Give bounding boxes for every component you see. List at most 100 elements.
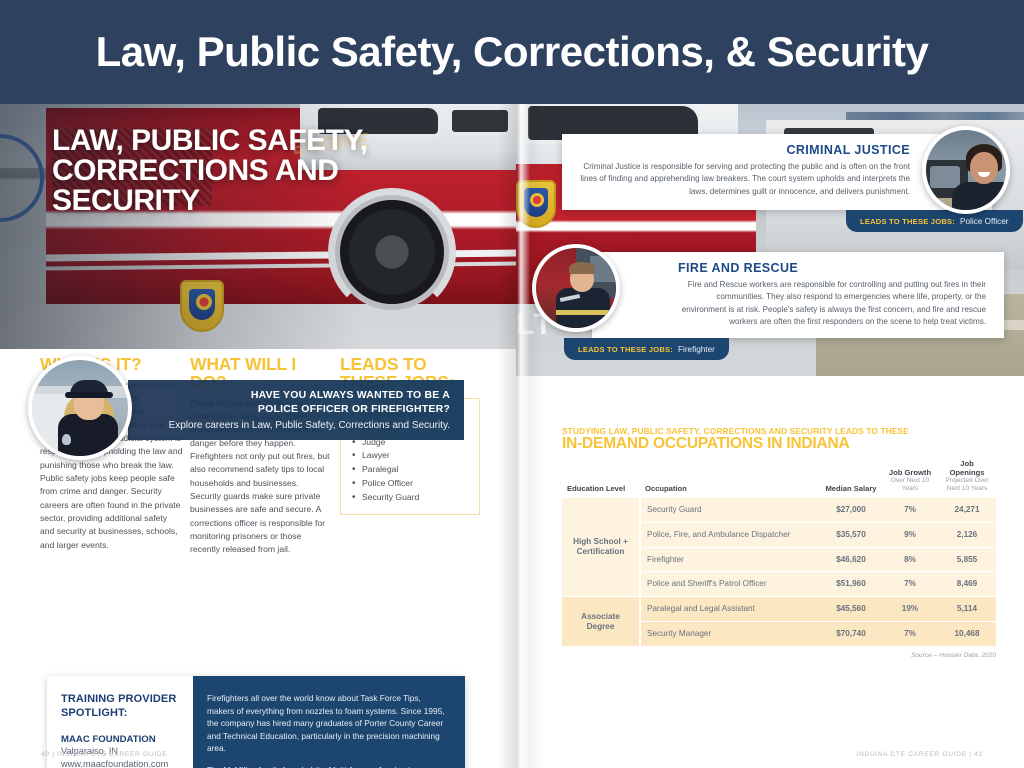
cell-job-openings: 24,271 <box>938 497 996 523</box>
cell-job-growth: 9% <box>882 522 938 548</box>
card-body: Fire and Rescue workers are responsible … <box>681 280 986 326</box>
badge-label: LEADS TO THESE JOBS: <box>578 344 673 354</box>
cell-job-openings: 8,469 <box>938 571 996 598</box>
list-item: Lawyer <box>351 448 471 464</box>
card-heading: CRIMINAL JUSTICE <box>786 143 910 157</box>
cell-job-growth: 7% <box>882 621 938 647</box>
table-header-row: Education Level Occupation Median Salary… <box>562 459 996 498</box>
spotlight-info-panel: TRAINING PROVIDER SPOTLIGHT: MAAC FOUNDA… <box>47 676 193 768</box>
cell-median-salary: $70,740 <box>820 621 882 647</box>
list-item: Security Guard <box>351 490 471 506</box>
cell-job-openings: 10,468 <box>938 621 996 647</box>
avatar-patrol-car-window <box>930 166 960 188</box>
cell-job-openings: 2,126 <box>938 522 996 548</box>
firefighter-avatar <box>532 244 620 332</box>
th-job-openings-sub: Projected Over Next 10 Years <box>945 477 989 493</box>
occupations-kicker: STUDYING LAW, PUBLIC SAFETY, CORRECTIONS… <box>562 426 909 436</box>
hero-image-firetruck: ENGINE LAW, PUBLIC SAFETY, CORRECTIONS A… <box>0 104 516 349</box>
hero-heading: LAW, PUBLIC SAFETY, CORRECTIONS AND SECU… <box>52 124 368 217</box>
spotlight-story-panel: Firefighters all over the world know abo… <box>193 676 465 768</box>
th-job-openings-main: Job Openings <box>949 459 985 478</box>
cell-occupation: Police, Fire, and Ambulance Dispatcher <box>640 522 820 548</box>
cell-occupation: Police and Sheriff's Patrol Officer <box>640 571 820 598</box>
th-job-growth: Job Growth Over Next 10 Years <box>882 459 938 498</box>
spotlight-paragraph-2: The McMillan family founded the Multi Ag… <box>207 764 450 768</box>
badge-value: Police Officer <box>960 216 1009 226</box>
police-officer-avatar <box>28 356 132 460</box>
badge-label: LEADS TO THESE JOBS: <box>860 216 955 226</box>
th-median-salary: Median Salary <box>825 483 877 493</box>
list-item: Judge <box>351 435 471 451</box>
tagline-line-3: Explore careers in Law, Public Safety, C… <box>168 419 450 431</box>
table-row: Associate Degree Paralegal and Legal Assi… <box>562 596 996 647</box>
avatar-reflective-stripe <box>556 310 610 315</box>
fire-department-shield-icon-right <box>516 180 556 228</box>
avatar-smile <box>978 172 990 177</box>
table-row: Security Manager $70,740 7% 10,468 <box>562 621 996 647</box>
th-job-growth-main: Job Growth <box>888 468 932 478</box>
avatar-face <box>970 152 998 184</box>
th-education-level: Education Level <box>567 483 626 493</box>
spotlight-org-name: MAAC FOUNDATION <box>61 733 156 745</box>
list-item: Police Officer <box>351 476 471 492</box>
hero-gradient-overlay <box>0 104 516 349</box>
cell-job-growth: 7% <box>882 571 938 598</box>
th-job-openings: Job Openings Projected Over Next 10 Year… <box>938 459 996 498</box>
left-page: ENGINE LAW, PUBLIC SAFETY, CORRECTIONS A… <box>0 104 516 768</box>
table-row: High School + Certification Security Guar… <box>562 497 996 598</box>
cell-job-growth: 7% <box>882 497 938 523</box>
table-row: Police, Fire, and Ambulance Dispatcher $3… <box>562 522 996 548</box>
list-item: Paralegal <box>351 462 471 478</box>
cell-median-salary: $35,570 <box>820 522 882 548</box>
cell-occupation: Security Guard <box>640 497 820 523</box>
card-fire-and-rescue: FIRE AND RESCUE Fire and Rescue workers … <box>592 252 1004 338</box>
avatar-police-cap <box>65 380 113 398</box>
avatar-turnout-gear <box>556 288 610 328</box>
occupations-table-body: High School + Certification Security Guar… <box>562 497 996 647</box>
cell-occupation: Firefighter <box>640 547 820 573</box>
table-row: Firefighter $46,620 8% 5,855 <box>562 547 996 573</box>
cell-occupation: Security Manager <box>640 621 820 647</box>
cell-job-openings: 5,855 <box>938 547 996 573</box>
occupations-table: Education Level Occupation Median Salary… <box>562 459 996 647</box>
cell-job-growth: 19% <box>882 596 938 623</box>
in-demand-occupations-section: STUDYING LAW, PUBLIC SAFETY, CORRECTIONS… <box>562 426 996 659</box>
criminal-justice-officer-avatar <box>922 126 1010 214</box>
spotlight-org-city: Valparaiso, IN <box>61 745 119 756</box>
badge-value: Firefighter <box>678 344 715 354</box>
cell-median-salary: $51,960 <box>820 571 882 598</box>
cell-education-level: Associate Degree <box>562 596 641 647</box>
tagline-line-2: POLICE OFFICER OR FIREFIGHTER? <box>257 402 450 415</box>
left-page-footer: 40 | INDIANA CTE CAREER GUIDE <box>41 751 168 758</box>
spotlight-org-url[interactable]: www.maacfoundation.com <box>61 758 169 768</box>
card-heading: FIRE AND RESCUE <box>678 261 799 275</box>
spotlight-title: TRAINING PROVIDER SPOTLIGHT: <box>61 693 177 720</box>
page-header-bar: Law, Public Safety, Corrections, & Secur… <box>0 0 1024 104</box>
training-provider-spotlight: TRAINING PROVIDER SPOTLIGHT: MAAC FOUNDA… <box>47 676 465 768</box>
cell-job-growth: 8% <box>882 547 938 573</box>
magazine-spread: ENGINE LAW, PUBLIC SAFETY, CORRECTIONS A… <box>0 104 1024 768</box>
card-criminal-justice: CRIMINAL JUSTICE Criminal Justice is res… <box>562 134 992 210</box>
occupations-source-note: Source – Hoosier Data, 2020 <box>910 651 996 659</box>
badge-leads-to-jobs-criminal-justice: LEADS TO THESE JOBS: Police Officer <box>846 210 1023 232</box>
avatar-uniform <box>952 182 1006 210</box>
cell-occupation: Paralegal and Legal Assistant <box>640 596 820 623</box>
right-page-footer: INDIANA CTE CAREER GUIDE | 41 <box>856 751 983 758</box>
th-occupation: Occupation <box>645 483 687 493</box>
badge-leads-to-jobs-fire-rescue: LEADS TO THESE JOBS: Firefighter <box>564 338 729 360</box>
cell-median-salary: $46,620 <box>820 547 882 573</box>
cell-median-salary: $27,000 <box>820 497 882 523</box>
cell-median-salary: $45,560 <box>820 596 882 623</box>
cell-education-level: High School + Certification <box>562 497 641 598</box>
avatar-badge-icon <box>62 434 71 445</box>
cell-job-openings: 5,114 <box>938 596 996 623</box>
hero-tagline-panel: HAVE YOU ALWAYS WANTED TO BE A POLICE OF… <box>128 380 464 440</box>
right-page: LT CRIMINAL JUSTICE Criminal Justice is … <box>516 104 1024 768</box>
occupations-title: IN-DEMAND OCCUPATIONS IN INDIANA <box>562 435 850 452</box>
page-title: Law, Public Safety, Corrections, & Secur… <box>95 28 929 75</box>
table-row: Police and Sheriff's Patrol Officer $51,9… <box>562 571 996 598</box>
spotlight-paragraph-1: Firefighters all over the world know abo… <box>207 693 445 754</box>
th-job-growth-sub: Over Next 10 Years <box>890 477 930 493</box>
tagline-line-1: HAVE YOU ALWAYS WANTED TO BE A <box>250 389 450 401</box>
avatar-hair <box>569 262 595 274</box>
